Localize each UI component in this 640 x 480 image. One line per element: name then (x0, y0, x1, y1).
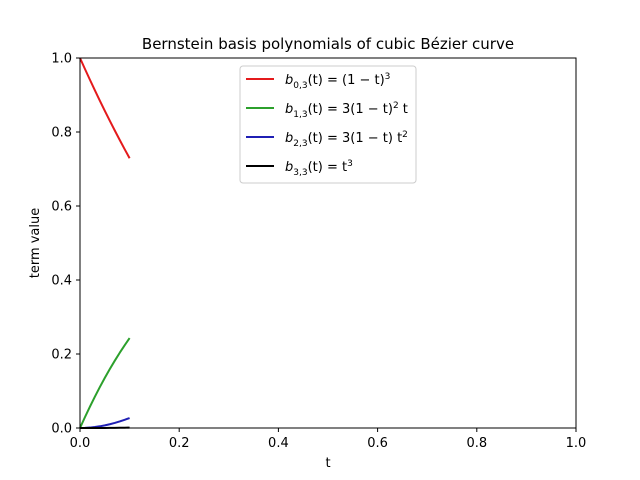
y-tick-label: 1.0 (51, 52, 72, 67)
legend-label-3: b3,3(t) = t3 (285, 159, 353, 178)
legend-label-2: b2,3(t) = 3(1 − t) t2 (285, 130, 408, 149)
x-tick-label: 0.0 (70, 436, 91, 451)
series-line-1 (79, 337, 131, 429)
x-tick-label: 0.4 (268, 436, 289, 451)
legend: b0,3(t) = (1 − t)3 b1,3(t) = 3(1 − t)2 t b… (239, 65, 417, 184)
y-tick-label: 0.8 (51, 126, 72, 141)
x-tick-label: 0.6 (367, 436, 388, 451)
y-axis-label: term value (28, 208, 43, 279)
plot-area (79, 57, 131, 429)
x-axis: 0.0 0.2 0.4 0.6 0.8 1.0 (70, 428, 587, 451)
legend-label-0: b0,3(t) = (1 − t)3 (285, 72, 390, 91)
x-tick-label: 0.8 (466, 436, 487, 451)
x-tick-label: 1.0 (566, 436, 587, 451)
x-axis-label: t (325, 456, 330, 471)
y-tick-label: 0.2 (51, 348, 72, 363)
y-axis: 0.0 0.2 0.4 0.6 0.8 1.0 (51, 52, 80, 437)
chart-title: Bernstein basis polynomials of cubic Béz… (142, 35, 514, 53)
series-line-2 (79, 417, 130, 429)
legend-label-1: b1,3(t) = 3(1 − t)2 t (285, 101, 408, 120)
series-line-0 (79, 57, 131, 159)
axes-frame (79, 57, 577, 429)
y-tick-label: 0.4 (51, 274, 72, 289)
x-tick-label: 0.2 (169, 436, 190, 451)
y-tick-label: 0.0 (51, 422, 72, 437)
legend-box (239, 65, 417, 184)
y-tick-label: 0.6 (51, 200, 72, 215)
